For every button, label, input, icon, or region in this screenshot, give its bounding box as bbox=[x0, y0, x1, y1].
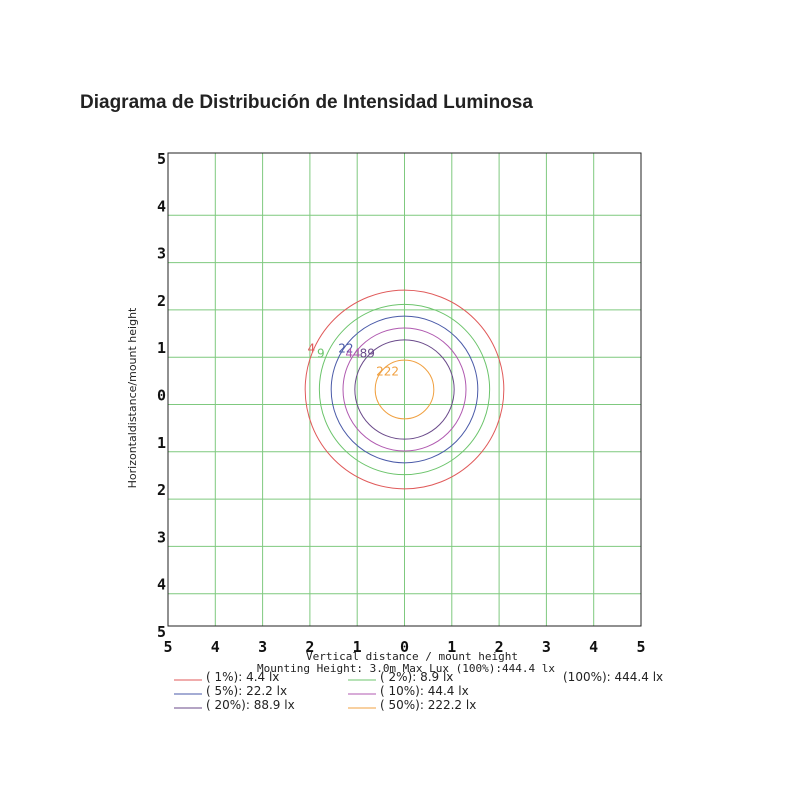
chart-subtitle: Mounting Height: 3.0m Max Lux (100%):444… bbox=[257, 662, 555, 675]
y-tick-label: 4 bbox=[157, 576, 166, 594]
contour-5-percent bbox=[330, 315, 479, 464]
x-axis-label: Vertical distance / mount height bbox=[306, 650, 518, 663]
x-tick-label: 5 bbox=[163, 638, 172, 656]
legend-label: ( 5%): 22.2 lx bbox=[206, 684, 287, 698]
y-tick-label: 3 bbox=[157, 528, 166, 546]
contour-label: 4 bbox=[308, 342, 316, 356]
grid bbox=[168, 153, 641, 626]
y-tick-label: 4 bbox=[157, 197, 166, 215]
contours bbox=[304, 289, 505, 490]
y-tick-labels: 5 4 3 2 1 0 1 2 3 4 5 bbox=[157, 150, 166, 641]
x-tick-label: 2 bbox=[305, 638, 314, 656]
y-tick-label: 5 bbox=[157, 150, 166, 168]
x-tick-label: 1 bbox=[353, 638, 362, 656]
y-tick-label: 2 bbox=[157, 292, 166, 310]
x-tick-label: 5 bbox=[636, 638, 645, 656]
contour-label: 89 bbox=[360, 346, 375, 360]
legend-label: (100%): 444.4 lx bbox=[563, 670, 663, 684]
contour-50-percent bbox=[374, 359, 435, 420]
y-tick-label: 5 bbox=[157, 623, 166, 641]
contour-label: 44 bbox=[345, 346, 360, 360]
x-tick-label: 4 bbox=[589, 638, 598, 656]
y-tick-label: 3 bbox=[157, 245, 166, 263]
y-tick-label: 0 bbox=[157, 387, 166, 405]
contour-2-percent bbox=[318, 303, 491, 476]
contour-label: 9 bbox=[317, 346, 325, 360]
legend-label: ( 20%): 88.9 lx bbox=[206, 698, 295, 712]
chart-title: Diagrama de Distribución de Intensidad L… bbox=[80, 92, 533, 113]
contour-label: 22 bbox=[338, 342, 353, 356]
legend-label: ( 1%): 4.4 lx bbox=[206, 670, 279, 684]
contour-10-percent bbox=[342, 327, 467, 452]
contour-1-percent bbox=[304, 289, 505, 490]
y-tick-label: 2 bbox=[157, 481, 166, 499]
contour-20-percent bbox=[354, 339, 455, 440]
legend-label: ( 2%): 8.9 lx bbox=[380, 670, 453, 684]
x-tick-label: 3 bbox=[258, 638, 267, 656]
plot-frame bbox=[167, 152, 642, 627]
x-tick-label: 3 bbox=[542, 638, 551, 656]
y-tick-label: 1 bbox=[157, 339, 166, 357]
legend: ( 1%): 4.4 lx ( 2%): 8.9 lx ( 5%): 22.2 lx… bbox=[174, 670, 663, 712]
y-axis-label: Horizontaldistance/mount height bbox=[126, 307, 139, 488]
legend-label: ( 50%): 222.2 lx bbox=[380, 698, 476, 712]
x-tick-label: 2 bbox=[495, 638, 504, 656]
x-tick-label: 1 bbox=[447, 638, 456, 656]
contour-label: 222 bbox=[376, 364, 399, 378]
legend-label: ( 10%): 44.4 lx bbox=[380, 684, 469, 698]
x-tick-label: 4 bbox=[211, 638, 220, 656]
y-tick-label: 1 bbox=[157, 434, 166, 452]
x-tick-label: 0 bbox=[400, 638, 409, 656]
x-tick-labels: 5 4 3 2 1 0 1 2 3 4 5 bbox=[163, 638, 645, 656]
